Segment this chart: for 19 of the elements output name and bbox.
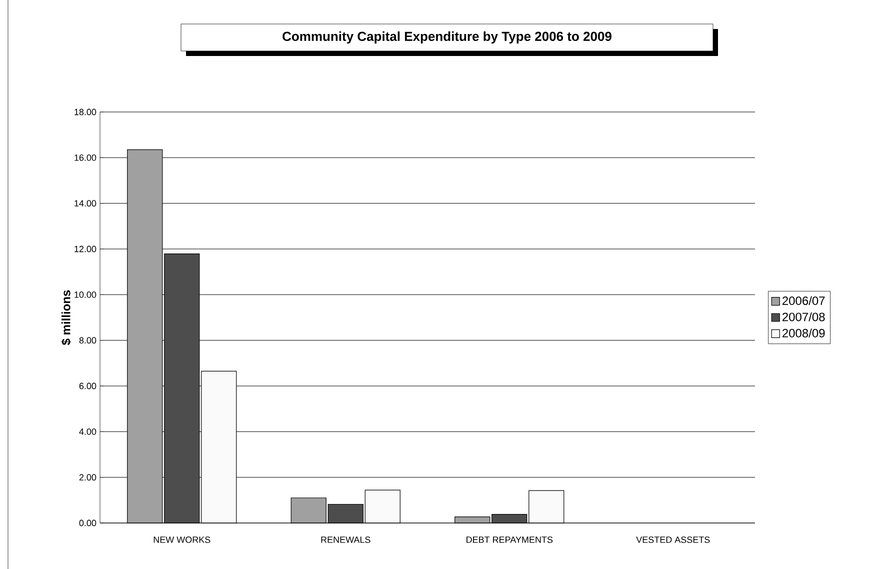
x-tick-label: VESTED ASSETS xyxy=(636,536,710,543)
y-tick-label: 12.00 xyxy=(74,246,96,252)
legend-label: 2006/07 xyxy=(782,296,825,305)
y-tick-label: 8.00 xyxy=(79,337,96,344)
y-tick-label: 6.00 xyxy=(79,382,96,390)
y-tick-label: 4.00 xyxy=(79,428,96,435)
y-tick-label: 16.00 xyxy=(74,154,96,161)
legend-label: 2008/09 xyxy=(782,328,825,338)
y-tick-label: 18.00 xyxy=(74,108,96,116)
x-tick-label: DEBT REPAYMENTS xyxy=(466,536,553,543)
legend-label: 2007/08 xyxy=(782,312,825,322)
y-tick-label: 0.00 xyxy=(79,520,96,526)
x-tick-label: NEW WORKS xyxy=(154,536,210,543)
y-tick-label: 10.00 xyxy=(74,291,96,298)
x-tick-label: RENEWALS xyxy=(321,536,370,543)
y-tick-label: 14.00 xyxy=(74,200,96,207)
y-axis-title: $ millions xyxy=(61,290,72,346)
chart-title: Community Capital Expenditure by Type 2006 to 2009 xyxy=(282,31,612,44)
y-tick-label: 2.00 xyxy=(79,474,96,481)
